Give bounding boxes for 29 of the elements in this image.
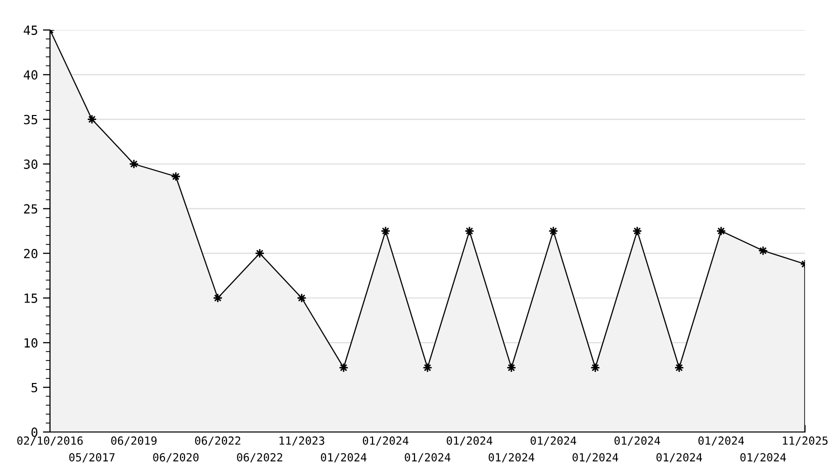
y-tick-label: 25 (24, 204, 38, 214)
x-tick-label: 01/2024 (572, 453, 618, 462)
x-tick-label: 01/2024 (698, 436, 744, 446)
x-tick-label: 01/2024 (530, 436, 576, 446)
y-tick-label: 40 (24, 70, 38, 80)
x-tick-label: 02/10/2016 (17, 436, 83, 446)
y-tick-label: 15 (24, 294, 38, 303)
x-tick-label: 06/2022 (237, 453, 282, 462)
x-tick-label: 01/2024 (320, 453, 366, 462)
y-tick-label: 10 (24, 338, 38, 348)
y-tick-label: 5 (32, 383, 38, 392)
x-tick-label: 06/2022 (195, 436, 240, 446)
x-tick-label: 05/2017 (69, 453, 115, 462)
y-tick-label: 0 (31, 428, 38, 437)
x-tick-label: 01/2024 (740, 453, 786, 462)
y-tick-label: 20 (24, 248, 38, 258)
y-tick-label: 45 (24, 26, 38, 35)
x-tick-label: 01/2024 (446, 436, 492, 446)
x-tick-label: 01/2024 (404, 453, 450, 462)
x-tick-label: 01/2024 (614, 436, 660, 446)
x-tick-label: 06/2019 (111, 436, 157, 446)
x-tick-label: 01/2024 (656, 453, 702, 462)
x-tick-label: 11/2023 (280, 436, 324, 446)
x-tick-label: 06/2020 (153, 453, 199, 462)
x-tick-label: 11/2025 (782, 436, 828, 446)
y-tick-label: 30 (24, 160, 38, 169)
x-tick-label: 01/2024 (488, 453, 534, 462)
x-tick-label: 01/2024 (362, 436, 408, 446)
y-tick-label: 35 (24, 114, 38, 124)
